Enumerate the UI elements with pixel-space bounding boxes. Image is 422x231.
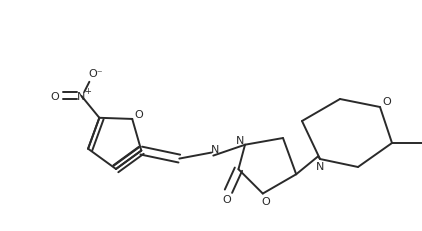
Text: O: O — [50, 91, 59, 101]
Text: O: O — [261, 196, 270, 206]
Text: O⁻: O⁻ — [88, 68, 103, 79]
Text: N: N — [316, 161, 324, 171]
Text: N: N — [77, 91, 86, 101]
Text: N: N — [236, 135, 244, 145]
Text: O: O — [383, 97, 391, 106]
Text: N: N — [211, 144, 219, 154]
Text: +: + — [84, 87, 91, 96]
Text: O: O — [135, 109, 143, 119]
Text: O: O — [222, 194, 231, 204]
